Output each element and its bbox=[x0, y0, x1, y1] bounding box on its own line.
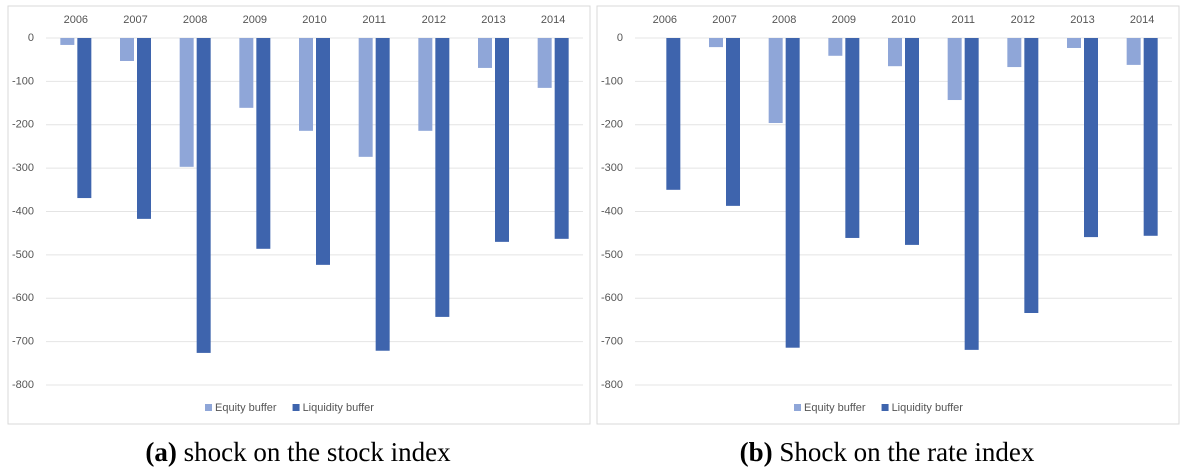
y-tick-label: -300 bbox=[601, 162, 623, 174]
bar bbox=[845, 38, 860, 238]
bar bbox=[478, 38, 492, 68]
x-tick-label: 2014 bbox=[1130, 14, 1154, 26]
y-tick-label: -300 bbox=[12, 162, 34, 174]
x-tick-label: 2011 bbox=[362, 14, 386, 26]
bar bbox=[828, 38, 843, 56]
bar bbox=[77, 38, 92, 199]
legend-swatch bbox=[794, 404, 801, 411]
x-tick-label: 2011 bbox=[951, 14, 975, 26]
y-tick-label: -700 bbox=[12, 336, 34, 348]
x-tick-label: 2010 bbox=[302, 14, 326, 26]
y-tick-label: -800 bbox=[601, 379, 623, 391]
x-tick-label: 2009 bbox=[243, 14, 267, 26]
bar bbox=[1007, 38, 1022, 68]
x-tick-label: 2007 bbox=[123, 14, 147, 26]
chart-panel bbox=[7, 5, 591, 425]
bar bbox=[435, 38, 450, 317]
y-tick-label: -700 bbox=[601, 336, 623, 348]
x-tick-label: 2006 bbox=[64, 14, 88, 26]
x-tick-label: 2013 bbox=[1070, 14, 1094, 26]
x-tick-label: 2012 bbox=[1011, 14, 1035, 26]
bar bbox=[1084, 38, 1098, 238]
legend-label: Equity buffer bbox=[215, 402, 277, 414]
bar bbox=[888, 38, 902, 67]
bar bbox=[239, 38, 254, 108]
caption-text: shock on the stock index bbox=[184, 437, 451, 467]
bar bbox=[375, 38, 390, 351]
bar bbox=[358, 38, 373, 157]
bar bbox=[947, 38, 962, 101]
y-tick-label: -500 bbox=[12, 249, 34, 261]
bar bbox=[256, 38, 271, 249]
bar bbox=[299, 38, 313, 131]
y-tick-label: -100 bbox=[12, 75, 34, 87]
bar bbox=[179, 38, 194, 167]
legend-label: Liquidity buffer bbox=[303, 402, 375, 414]
bar bbox=[768, 38, 783, 124]
caption-label: (a) bbox=[145, 437, 176, 467]
bar bbox=[418, 38, 433, 131]
bar bbox=[137, 38, 151, 219]
x-tick-label: 2010 bbox=[891, 14, 915, 26]
y-tick-label: -800 bbox=[12, 379, 34, 391]
caption: (a) shock on the stock index bbox=[145, 437, 451, 467]
bar bbox=[196, 38, 211, 353]
bar bbox=[120, 38, 134, 61]
y-tick-label: 0 bbox=[617, 32, 623, 44]
bar bbox=[1067, 38, 1081, 48]
caption-label: (b) bbox=[740, 437, 773, 467]
y-tick-label: -500 bbox=[601, 249, 623, 261]
legend: Equity buffer Liquidity buffer bbox=[205, 402, 374, 414]
y-tick-label: -200 bbox=[12, 119, 34, 131]
bar bbox=[709, 38, 723, 48]
y-tick-label: -600 bbox=[12, 292, 34, 304]
x-tick-label: 2008 bbox=[772, 14, 796, 26]
chart-panel bbox=[596, 5, 1180, 425]
bar bbox=[60, 38, 75, 45]
y-tick-label: -400 bbox=[12, 205, 34, 217]
bar bbox=[554, 38, 569, 239]
x-tick-label: 2012 bbox=[422, 14, 446, 26]
caption: (b) Shock on the rate index bbox=[740, 437, 1035, 467]
bar bbox=[537, 38, 552, 88]
bar bbox=[1024, 38, 1039, 313]
bar bbox=[726, 38, 740, 206]
caption-text: Shock on the rate index bbox=[779, 437, 1034, 467]
legend-swatch bbox=[292, 404, 300, 411]
legend: Equity buffer Liquidity buffer bbox=[794, 402, 963, 414]
bar bbox=[666, 38, 681, 190]
y-tick-label: -600 bbox=[601, 292, 623, 304]
bar bbox=[495, 38, 509, 242]
x-tick-label: 2006 bbox=[653, 14, 677, 26]
y-tick-label: -100 bbox=[601, 75, 623, 87]
bar bbox=[964, 38, 979, 350]
y-tick-label: 0 bbox=[28, 32, 34, 44]
y-tick-label: -400 bbox=[601, 205, 623, 217]
legend-label: Liquidity buffer bbox=[892, 402, 964, 414]
legend-swatch bbox=[205, 404, 212, 411]
x-tick-label: 2013 bbox=[481, 14, 505, 26]
legend-swatch bbox=[881, 404, 889, 411]
x-tick-label: 2009 bbox=[832, 14, 856, 26]
legend-label: Equity buffer bbox=[804, 402, 866, 414]
bar bbox=[1143, 38, 1158, 236]
bar bbox=[905, 38, 919, 245]
y-tick-label: -200 bbox=[601, 119, 623, 131]
bar bbox=[316, 38, 330, 265]
x-tick-label: 2014 bbox=[541, 14, 565, 26]
bar bbox=[1126, 38, 1141, 65]
x-tick-label: 2008 bbox=[183, 14, 207, 26]
bar bbox=[785, 38, 800, 348]
x-tick-label: 2007 bbox=[712, 14, 736, 26]
